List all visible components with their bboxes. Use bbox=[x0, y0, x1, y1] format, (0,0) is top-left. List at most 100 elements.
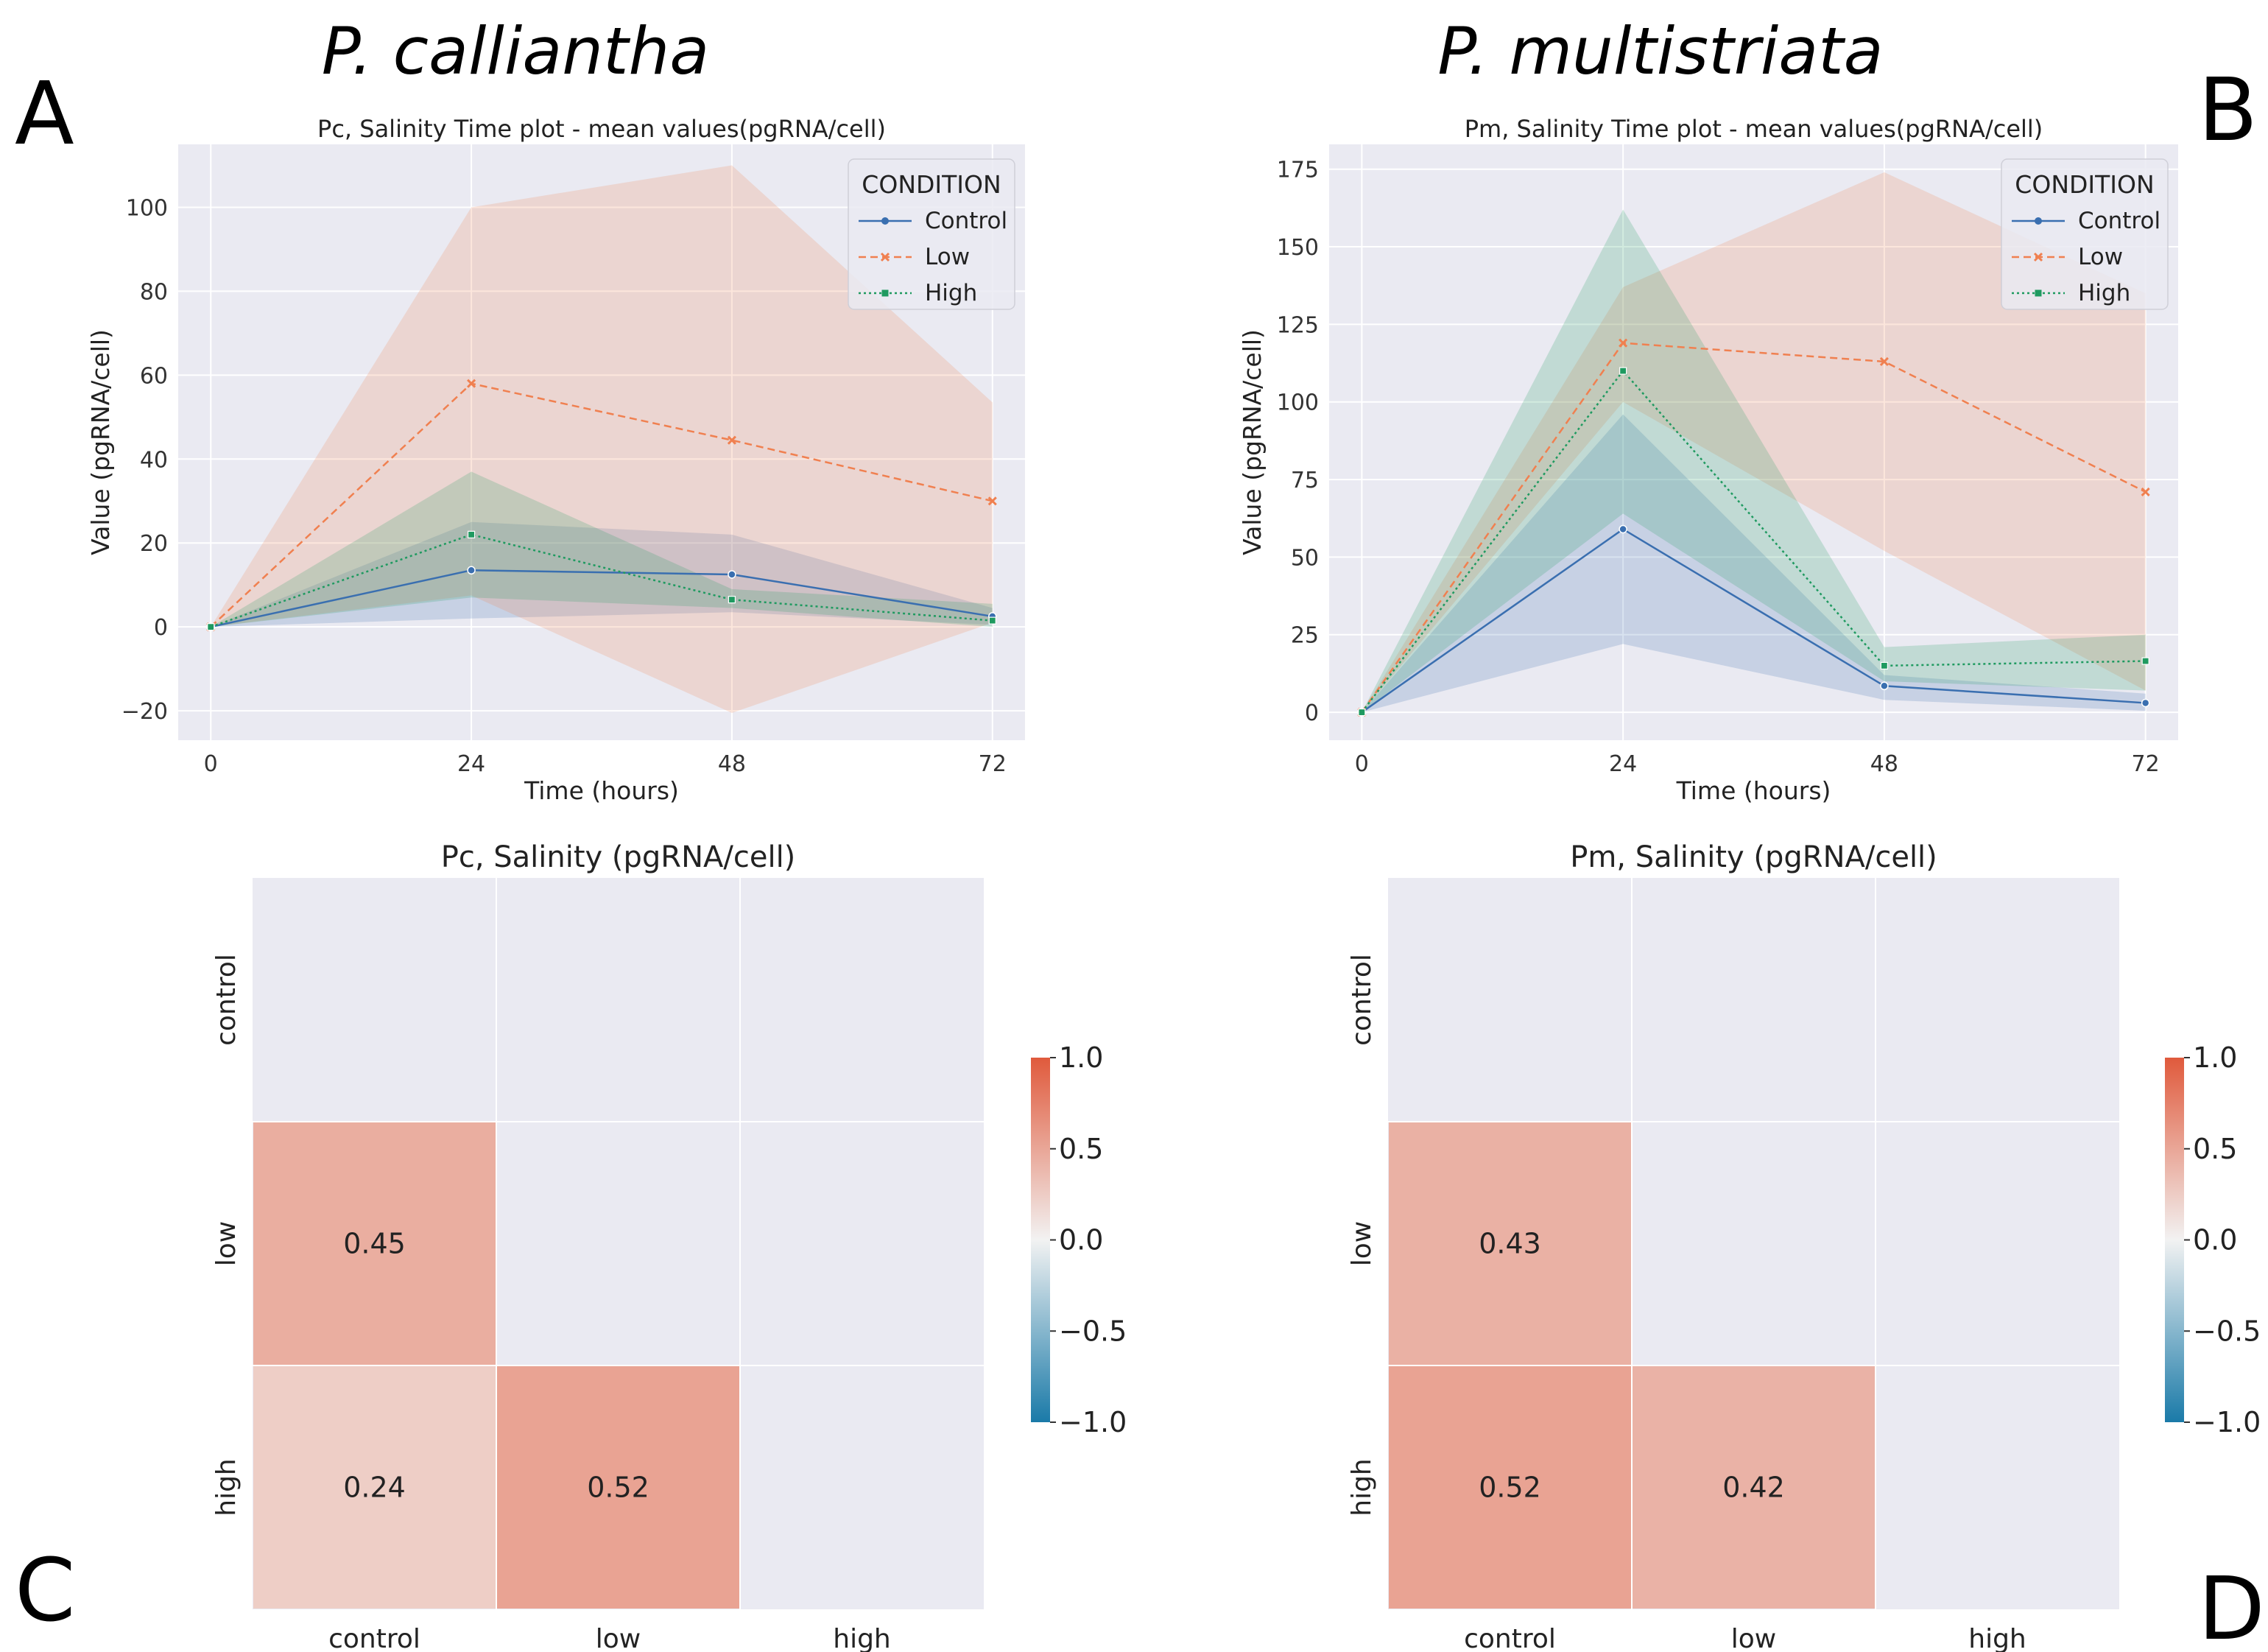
heatmap-y-label: control bbox=[1347, 954, 1377, 1046]
confidence-band-low bbox=[211, 165, 993, 713]
data-point-low bbox=[2141, 487, 2150, 496]
heatmap-title: Pm, Salinity (pgRNA/cell) bbox=[1570, 840, 1937, 874]
y-tick-label: 100 bbox=[1277, 390, 1319, 416]
x-tick-label: 24 bbox=[1609, 751, 1637, 777]
heatmap-title: Pc, Salinity (pgRNA/cell) bbox=[441, 840, 796, 874]
data-point-high bbox=[1619, 367, 1627, 375]
legend-box bbox=[848, 158, 1015, 310]
chart-title: Pm, Salinity Time plot - mean values(pgR… bbox=[1465, 115, 2043, 143]
heatmap-cell-label: 0.52 bbox=[1479, 1472, 1541, 1504]
heatmap-pm: 0.43 0.52 0.42 control control low low high high… bbox=[1347, 840, 2261, 1652]
heatmap-x-label: low bbox=[596, 1624, 641, 1652]
legend-box bbox=[2001, 158, 2169, 310]
y-tick-label: 40 bbox=[140, 447, 168, 473]
confidence-band-low bbox=[1362, 172, 2146, 713]
panel-letter-c: C bbox=[15, 1539, 75, 1641]
heatmap-cell bbox=[497, 1366, 739, 1609]
panel-letter-d: D bbox=[2198, 1558, 2265, 1652]
data-point-high bbox=[988, 616, 996, 625]
legend-marker-high bbox=[2035, 289, 2042, 297]
y-tick-label: 75 bbox=[1291, 468, 1319, 493]
y-axis-label: Value (pgRNA/cell) bbox=[86, 329, 115, 555]
heatmap-cell-label: 0.42 bbox=[1722, 1472, 1785, 1504]
heatmap-cell-label: 0.45 bbox=[343, 1228, 406, 1260]
data-point-high bbox=[1358, 708, 1366, 717]
line-chart-pc: −20 0 20 40 60 80 100 0 24 48 72 Pc, Salinity Time … bbox=[86, 115, 1025, 805]
data-point-control bbox=[2141, 698, 2150, 708]
heatmap-cell bbox=[253, 1122, 496, 1365]
x-tick-label: 72 bbox=[979, 751, 1007, 777]
heatmap-x-label: low bbox=[1731, 1624, 1776, 1652]
legend-marker-high bbox=[881, 289, 889, 297]
heatmap-cell-label: 0.24 bbox=[343, 1472, 406, 1504]
heatmap-cell bbox=[1389, 1366, 1631, 1609]
x-tick-label: 48 bbox=[1870, 751, 1898, 777]
series-line-high bbox=[210, 533, 993, 628]
data-point-control bbox=[1880, 681, 1889, 691]
colorbar-tick-label: 0.5 bbox=[1059, 1133, 1103, 1165]
x-axis-label: Time (hours) bbox=[1676, 776, 1831, 805]
data-point-high bbox=[728, 596, 736, 604]
heatmap-x-label: high bbox=[833, 1624, 891, 1652]
y-tick-label: 60 bbox=[140, 363, 168, 389]
colorbar-tick-label: 1.0 bbox=[2193, 1041, 2237, 1074]
heatmap-x-label: high bbox=[1968, 1624, 2026, 1652]
panel-letter-b: B bbox=[2198, 59, 2258, 161]
heatmap-pc: 0.45 0.24 0.52 control control low low high high… bbox=[211, 840, 1127, 1652]
data-point-high bbox=[2141, 657, 2149, 665]
series-line-control bbox=[210, 569, 993, 628]
chart-title: Pc, Salinity Time plot - mean values(pgR… bbox=[317, 115, 886, 143]
y-tick-label: 125 bbox=[1277, 312, 1319, 338]
heatmap-x-label: control bbox=[328, 1624, 420, 1652]
y-tick-label: −20 bbox=[122, 699, 168, 725]
legend-marker-control bbox=[881, 217, 889, 225]
legend-marker-control bbox=[2035, 217, 2042, 225]
data-point-control bbox=[1619, 524, 1627, 534]
series-line-low bbox=[1361, 342, 2146, 713]
legend-label-high: High bbox=[925, 280, 977, 306]
x-tick-label: 0 bbox=[204, 751, 218, 777]
data-point-low bbox=[1619, 338, 1628, 348]
legend-marker-low bbox=[2033, 252, 2043, 262]
data-point-low bbox=[467, 379, 476, 388]
colorbar-tick-label: −1.0 bbox=[1059, 1406, 1127, 1438]
confidence-band-control bbox=[211, 521, 993, 628]
series-line-high bbox=[1361, 369, 2146, 713]
series-line-control bbox=[1361, 527, 2146, 714]
confidence-band-high bbox=[1362, 209, 2146, 713]
data-point-low bbox=[1879, 356, 1889, 367]
data-point-high bbox=[207, 623, 215, 631]
colorbar bbox=[2165, 1058, 2184, 1422]
x-axis-label: Time (hours) bbox=[524, 776, 679, 805]
data-point-control bbox=[728, 570, 736, 579]
heatmap-cell-label: 0.43 bbox=[1479, 1228, 1541, 1260]
heatmap-y-label: control bbox=[211, 954, 242, 1046]
x-tick-label: 24 bbox=[457, 751, 485, 777]
colorbar-tick-label: −0.5 bbox=[1059, 1315, 1127, 1347]
data-point-high bbox=[1880, 661, 1888, 669]
colorbar-tick-label: −0.5 bbox=[2193, 1315, 2261, 1347]
colorbar-tick-label: 1.0 bbox=[1059, 1041, 1103, 1074]
heatmap-cell-label: 0.52 bbox=[587, 1472, 649, 1504]
heatmap-y-label: high bbox=[211, 1458, 242, 1516]
heatmap-cell bbox=[1633, 1366, 1875, 1609]
y-tick-label: 50 bbox=[1291, 545, 1319, 571]
colorbar-tick-label: 0.5 bbox=[2193, 1133, 2237, 1165]
y-tick-label: 25 bbox=[1291, 623, 1319, 649]
line-chart-pm: 0 25 50 75 100 125 150 175 0 24 48 72 Pm, Salinity T… bbox=[1238, 115, 2178, 805]
colorbar bbox=[1031, 1058, 1050, 1422]
legend-label-low: Low bbox=[925, 244, 970, 270]
colorbar-tick-label: 0.0 bbox=[2193, 1224, 2237, 1256]
heatmap-cell bbox=[1389, 1122, 1631, 1365]
confidence-band-control bbox=[1362, 414, 2146, 713]
legend-title: CONDITION bbox=[2015, 170, 2154, 199]
y-tick-label: 100 bbox=[126, 195, 168, 221]
y-tick-label: 175 bbox=[1277, 158, 1319, 183]
species-title-right: P. multistriata bbox=[1437, 13, 1883, 89]
series-line-low bbox=[210, 382, 993, 628]
legend-label-low: Low bbox=[2078, 244, 2123, 270]
y-tick-label: 20 bbox=[140, 531, 168, 557]
confidence-band-high bbox=[211, 471, 993, 628]
legend-label-control: Control bbox=[925, 208, 1007, 234]
